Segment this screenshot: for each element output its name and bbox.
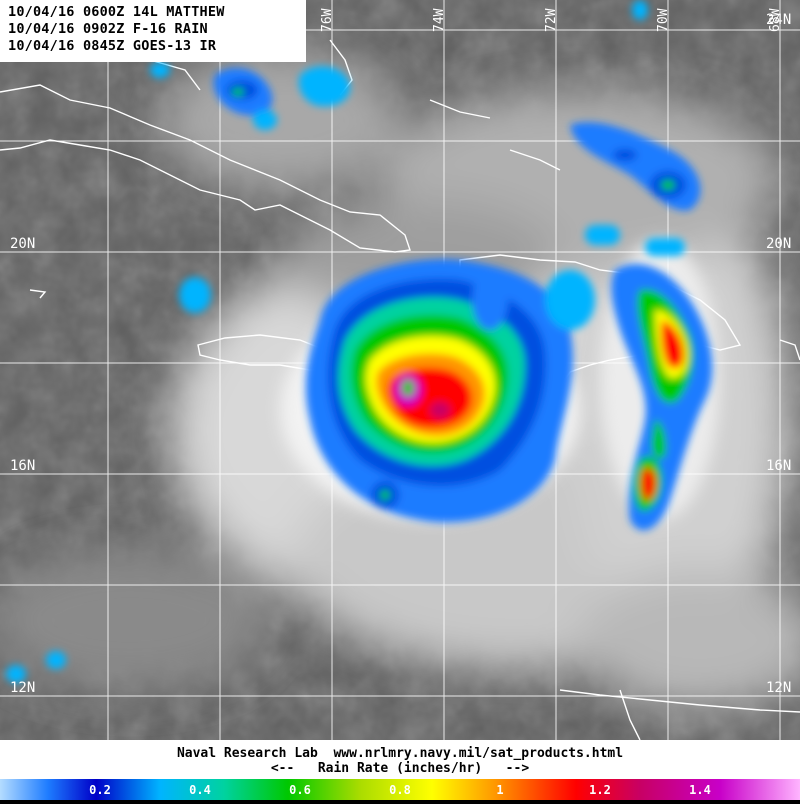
lon-label-76w: 76W	[320, 8, 335, 32]
header-rain-line: 10/04/16 0902Z F-16 RAIN	[8, 21, 208, 37]
lat-label-24n-right: 24N	[766, 12, 792, 28]
bahamas-coast-3	[429, 99, 491, 119]
scale-tick-1: 1	[496, 783, 504, 797]
lon-label-70w: 70W	[656, 8, 671, 32]
lat-label-12n-right: 12N	[766, 680, 792, 696]
cuba-coast	[0, 84, 411, 253]
rain-rate-color-scale: 0.2 0.4 0.6 0.8 1 1.2 1.4	[0, 779, 800, 800]
footer-credit: Naval Research Lab www.nrlmry.navy.mil/s…	[176, 746, 624, 761]
lat-label-20n-left: 20N	[10, 236, 36, 252]
lon-label-74w: 74W	[432, 8, 447, 32]
scale-tick-1-4: 1.4	[689, 783, 711, 797]
lat-label-12n-left: 12N	[10, 680, 36, 696]
map-canvas	[0, 0, 800, 740]
paraguana-coast	[619, 689, 641, 740]
puerto-rico-coast	[779, 339, 800, 361]
lat-label-16n-left: 16N	[10, 458, 36, 474]
cayman-coast	[29, 289, 47, 299]
scale-tick-0-2: 0.2	[89, 783, 111, 797]
south-america-coast	[559, 689, 800, 713]
scale-tick-0-8: 0.8	[389, 783, 411, 797]
lat-label-20n-right: 20N	[766, 236, 792, 252]
scale-tick-0-6: 0.6	[289, 783, 311, 797]
legend-title: <-- Rain Rate (inches/hr) -->	[270, 761, 530, 776]
lat-label-16n-right: 16N	[766, 458, 792, 474]
header-storm-line: 10/04/16 0600Z 14L MATTHEW	[8, 4, 225, 20]
header-ir-line: 10/04/16 0845Z GOES-13 IR	[8, 38, 217, 54]
image-header: 10/04/16 0600Z 14L MATTHEW 10/04/16 0902…	[0, 0, 306, 62]
scale-tick-1-2: 1.2	[589, 783, 611, 797]
lon-label-72w: 72W	[544, 8, 559, 32]
caicos-coast	[509, 149, 561, 171]
satellite-rain-map	[0, 0, 800, 740]
color-scale-gradient	[0, 779, 800, 800]
rain-rate-overlay	[6, 0, 713, 683]
color-scale-bar	[0, 779, 800, 800]
lon-label-68w: 68W	[768, 8, 783, 32]
scale-tick-0-4: 0.4	[189, 783, 211, 797]
